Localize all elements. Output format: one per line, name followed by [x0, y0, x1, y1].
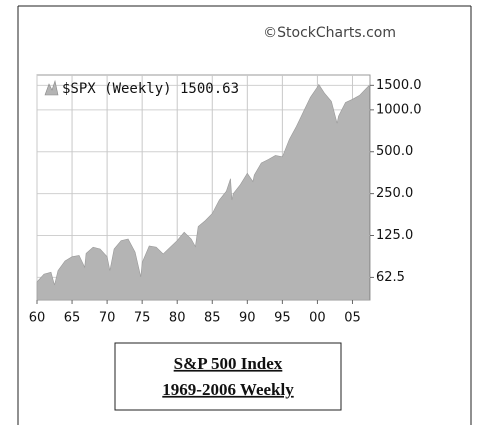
y-tick-label: 250.0	[376, 186, 413, 201]
y-tick-label: 500.0	[376, 144, 413, 159]
chart-title: $SPX (Weekly) 1500.63	[62, 81, 239, 97]
caption-line: 1969-2006 Weekly	[162, 380, 294, 399]
marks	[36, 83, 370, 301]
x-tick-label: 00	[309, 311, 326, 326]
y-tick-label: 125.0	[376, 228, 413, 243]
legend-icon	[44, 79, 59, 96]
x-tick-label: 75	[134, 311, 151, 326]
caption-line: S&P 500 Index	[174, 354, 283, 373]
y-tick-label: 62.5	[376, 270, 405, 285]
x-tick-label: 05	[344, 311, 361, 326]
y-tick-label: 1500.0	[376, 78, 422, 93]
x-tick-label: 95	[274, 311, 291, 326]
x-tick-label: 90	[239, 311, 256, 326]
x-tick-label: 65	[64, 311, 81, 326]
caption-box	[114, 342, 342, 411]
x-tick-label: 85	[204, 311, 221, 326]
x-tick-label: 70	[99, 311, 116, 326]
x-tick-label: 60	[29, 311, 46, 326]
area	[36, 83, 370, 301]
watermark: ©StockCharts.com	[263, 25, 396, 41]
x-tick-label: 80	[169, 311, 186, 326]
y-tick-label: 1000.0	[376, 102, 422, 117]
